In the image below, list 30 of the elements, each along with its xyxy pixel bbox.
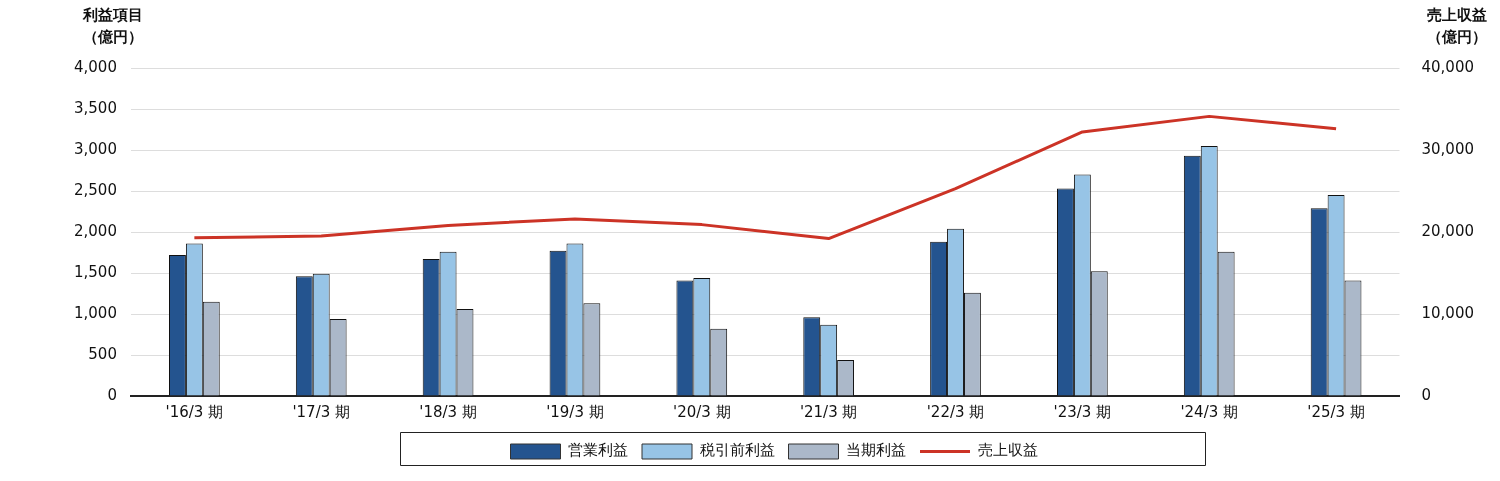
x-tick-label: '21/3 期	[799, 402, 858, 421]
x-tick-label: '17/3 期	[292, 402, 351, 421]
x-tick-label: '23/3 期	[1053, 402, 1112, 421]
x-tick-label: '19/3 期	[546, 402, 604, 421]
y2-tick-label: 30,000	[1421, 139, 1475, 158]
y-tick-label: 3,500	[73, 98, 117, 117]
x-tick-label: '24/3 期	[1180, 402, 1239, 421]
y-tick-label: 4,000	[73, 57, 117, 76]
y-tick-label: 500	[88, 344, 117, 363]
y-axis-title: 利益項目（億円）	[82, 5, 144, 48]
y-tick-label: 2,000	[73, 221, 117, 240]
y-tick-label: 2,500	[73, 180, 117, 199]
x-tick-label: '20/3 期	[673, 402, 731, 421]
legend-label: 当期利益	[846, 441, 906, 460]
y2-axis-title: 売上収益（億円）	[1426, 5, 1488, 48]
x-tick-label: '25/3 期	[1307, 402, 1365, 421]
y-tick-label: 1,000	[73, 303, 117, 322]
legend-label: 税引前利益	[699, 441, 775, 460]
y-tick-label: 3,000	[73, 139, 117, 158]
y-tick-label: 1,500	[73, 262, 117, 281]
legend-label: 営業利益	[568, 441, 628, 460]
y-tick-label: 0	[107, 385, 117, 404]
x-tick-label: '16/3 期	[165, 402, 224, 421]
y2-tick-label: 10,000	[1421, 303, 1475, 322]
y2-tick-label: 20,000	[1421, 221, 1475, 240]
y2-tick-label: 0	[1421, 385, 1432, 404]
y2-tick-label: 40,000	[1421, 57, 1475, 76]
x-tick-label: '22/3 期	[926, 402, 985, 421]
legend-label: 売上収益	[977, 441, 1038, 460]
x-tick-label: '18/3 期	[419, 402, 477, 421]
